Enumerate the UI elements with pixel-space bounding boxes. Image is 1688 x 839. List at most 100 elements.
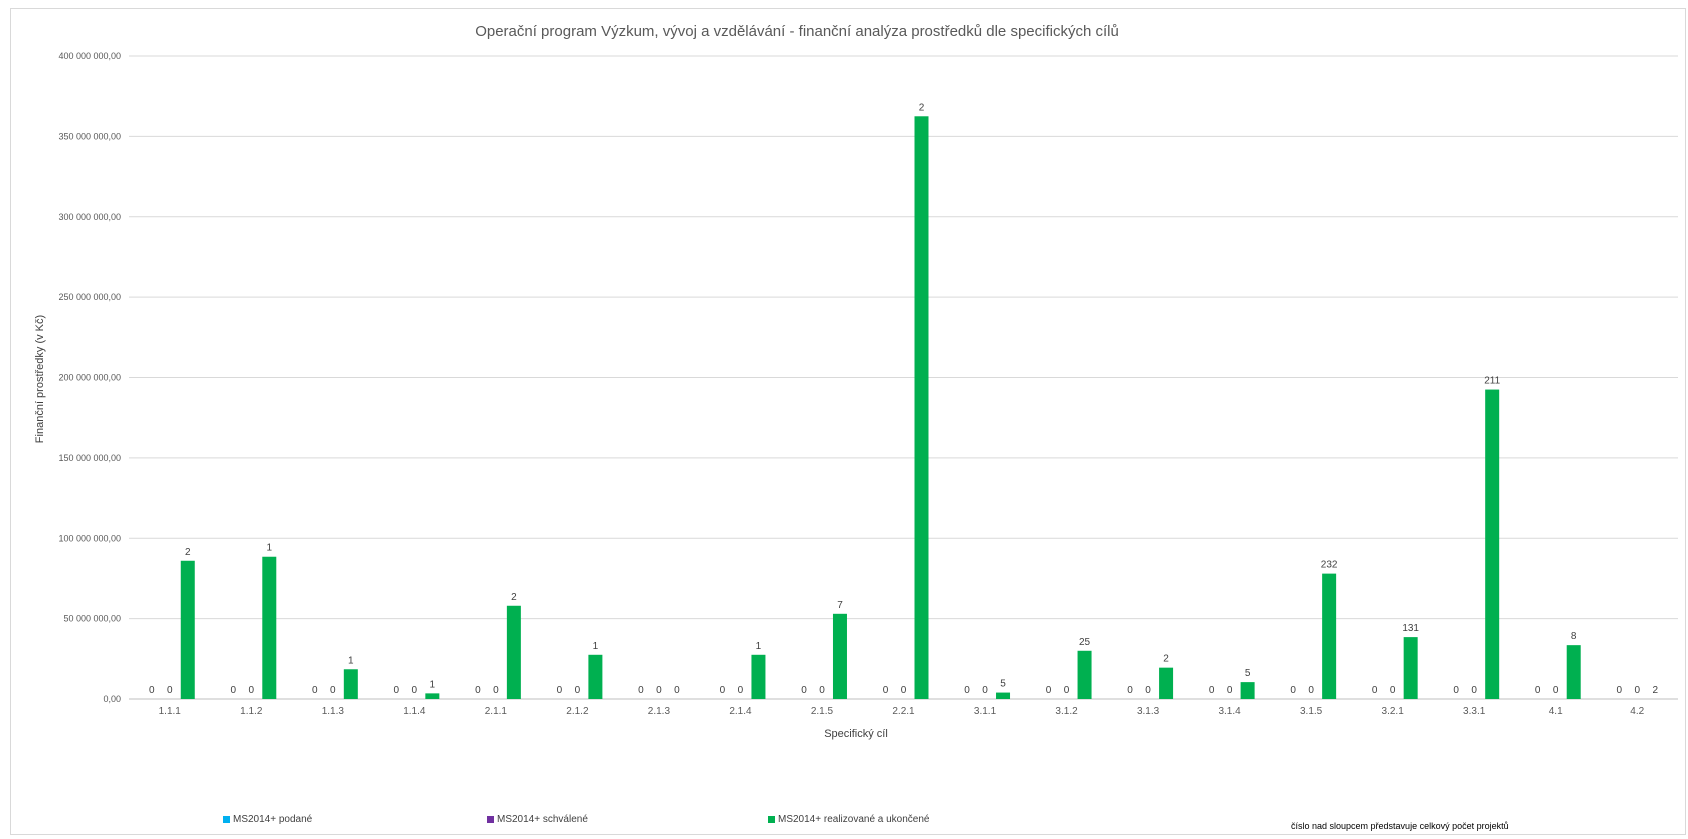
- x-tick-label: 1.1.1: [159, 706, 182, 717]
- bar-realizovane: [996, 692, 1011, 699]
- bar-realizovane: [343, 669, 358, 699]
- bars: [180, 116, 1581, 699]
- bar-label-podane: 0: [312, 685, 318, 696]
- legend-swatch-podane: [223, 816, 230, 823]
- bar-label-podane: 0: [394, 685, 400, 696]
- bar-label-realizovane: 1: [593, 641, 599, 652]
- x-tick-label: 3.1.5: [1300, 706, 1323, 717]
- bar-label-realizovane: 5: [1000, 679, 1006, 690]
- legend-swatch-schvalene: [487, 816, 494, 823]
- y-tick-label: 200 000 000,00: [58, 373, 121, 383]
- y-tick-label: 250 000 000,00: [58, 292, 121, 302]
- bar-label-podane: 0: [883, 685, 889, 696]
- bar-realizovane: [914, 116, 929, 699]
- y-tick-label: 350 000 000,00: [58, 131, 121, 141]
- bar-label-podane: 0: [1046, 685, 1052, 696]
- y-axis-label: Finanční prostředky (v Kč): [34, 315, 46, 443]
- bar-label-schvalene: 0: [1471, 685, 1477, 696]
- bar-label-podane: 0: [1453, 685, 1459, 696]
- y-tick-label: 400 000 000,00: [58, 51, 121, 61]
- x-tick-label: 3.1.2: [1055, 706, 1078, 717]
- legend-label-realizovane: MS2014+ realizované a ukončené: [778, 814, 930, 825]
- bar-realizovane: [425, 693, 440, 699]
- bar-label-realizovane: 25: [1079, 637, 1091, 648]
- x-tick-label: 4.2: [1630, 706, 1644, 717]
- bar-label-realizovane: 1: [348, 655, 354, 666]
- bar-label-realizovane: 0: [674, 685, 680, 696]
- bar-realizovane: [506, 605, 521, 699]
- x-axis-tick-labels: 1.1.1 1.1.2 1.1.3 1.1.4 2.1.1 2.1.2 2.1.3 2.1.4…: [159, 706, 1645, 717]
- bar-label-schvalene: 0: [1145, 685, 1151, 696]
- bar-label-schvalene: 0: [982, 685, 988, 696]
- x-tick-label: 3.1.3: [1137, 706, 1160, 717]
- bar-realizovane: [1240, 682, 1255, 699]
- bar-label-schvalene: 0: [493, 685, 499, 696]
- bar-label-podane: 0: [1209, 685, 1215, 696]
- bar-label-schvalene: 0: [1390, 685, 1396, 696]
- bar-realizovane: [1566, 645, 1581, 699]
- bar-label-realizovane: 5: [1245, 668, 1251, 679]
- bar-label-realizovane: 8: [1571, 631, 1577, 642]
- bar-label-realizovane: 131: [1402, 623, 1419, 634]
- y-tick-label: 0,00: [103, 694, 121, 704]
- bar-realizovane: [1077, 650, 1092, 699]
- bar-label-realizovane: 2: [185, 547, 191, 558]
- bar-label-podane: 0: [638, 685, 644, 696]
- legend-swatch-realizovane: [768, 816, 775, 823]
- legend-label-podane: MS2014+ podané: [233, 814, 313, 825]
- y-axis-tick-labels: 0,00 50 000 000,00 100 000 000,00 150 000 0…: [58, 51, 121, 704]
- bar-label-podane: 0: [801, 685, 807, 696]
- legend-label-schvalene: MS2014+ schválené: [497, 814, 588, 825]
- chart-footnote: číslo nad sloupcem představuje celkový p…: [1291, 821, 1509, 831]
- bar-label-podane: 0: [964, 685, 970, 696]
- x-tick-label: 1.1.4: [403, 706, 426, 717]
- bar-label-podane: 0: [1535, 685, 1541, 696]
- bar-label-schvalene: 0: [1553, 685, 1559, 696]
- bar-realizovane: [1159, 667, 1174, 699]
- bar-label-realizovane: 2: [511, 592, 517, 603]
- bar-label-realizovane: 1: [267, 543, 273, 554]
- bar-realizovane: [1485, 389, 1500, 699]
- x-tick-label: 3.1.4: [1218, 706, 1241, 717]
- bar-label-schvalene: 0: [1634, 685, 1640, 696]
- bar-realizovane: [180, 560, 195, 699]
- bar-label-podane: 0: [1290, 685, 1296, 696]
- bar-label-realizovane: 7: [837, 600, 843, 611]
- bar-realizovane: [588, 654, 603, 699]
- x-tick-label: 3.2.1: [1382, 706, 1405, 717]
- bar-label-schvalene: 0: [1308, 685, 1314, 696]
- x-tick-label: 2.1.1: [485, 706, 508, 717]
- x-tick-label: 3.1.1: [974, 706, 997, 717]
- bar-label-schvalene: 0: [330, 685, 336, 696]
- y-tick-label: 150 000 000,00: [58, 453, 121, 463]
- x-tick-label: 2.1.4: [729, 706, 752, 717]
- bar-label-podane: 0: [149, 685, 155, 696]
- bar-realizovane: [832, 613, 847, 699]
- x-tick-label: 1.1.3: [322, 706, 345, 717]
- y-tick-label: 100 000 000,00: [58, 533, 121, 543]
- bar-label-schvalene: 0: [167, 685, 173, 696]
- bar-label-schvalene: 0: [819, 685, 825, 696]
- x-tick-label: 2.1.3: [648, 706, 671, 717]
- bar-label-schvalene: 0: [901, 685, 907, 696]
- x-tick-label: 2.2.1: [892, 706, 915, 717]
- legend-item-schvalene: MS2014+ schválené: [487, 814, 588, 825]
- bar-label-podane: 0: [1127, 685, 1133, 696]
- legend-item-podane: MS2014+ podané: [223, 814, 312, 825]
- bar-label-schvalene: 0: [1064, 685, 1070, 696]
- bar-label-podane: 0: [231, 685, 237, 696]
- bar-label-realizovane: 2: [919, 102, 925, 113]
- x-tick-label: 1.1.2: [240, 706, 263, 717]
- x-axis-label: Specifický cíl: [824, 728, 888, 740]
- bar-label-realizovane: 2: [1163, 654, 1169, 665]
- bar-label-realizovane: 211: [1484, 376, 1500, 387]
- gridlines: [129, 55, 1678, 700]
- bar-label-podane: 0: [557, 685, 563, 696]
- bar-label-podane: 0: [720, 685, 726, 696]
- bar-label-realizovane: 232: [1321, 560, 1338, 571]
- bar-label-podane: 0: [1372, 685, 1378, 696]
- bar-label-podane: 0: [475, 685, 481, 696]
- bar-label-schvalene: 0: [738, 685, 744, 696]
- bar-label-realizovane: 1: [756, 641, 762, 652]
